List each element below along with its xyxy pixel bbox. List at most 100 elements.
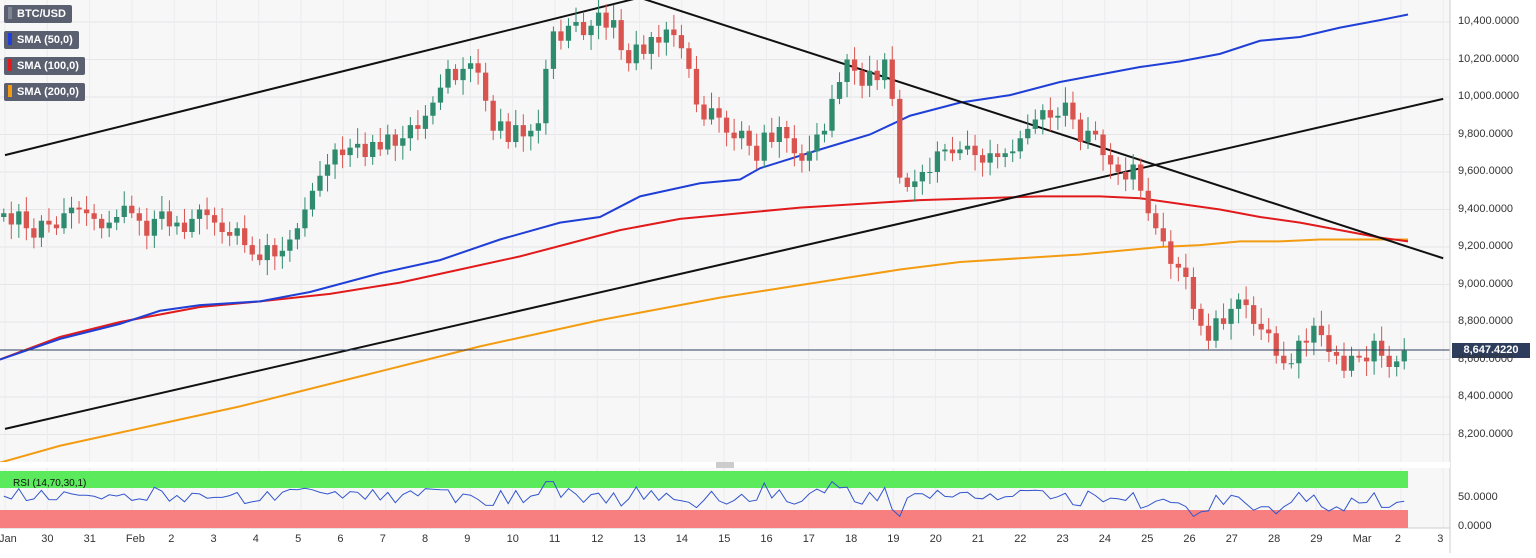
x-tick-label: 18	[845, 533, 858, 545]
candle-body	[1356, 355, 1362, 358]
candle-body	[1251, 305, 1257, 324]
candle-body	[618, 20, 624, 51]
candle-body	[641, 44, 647, 54]
candle-body	[490, 100, 496, 131]
candle-body	[1296, 340, 1302, 364]
candle-body	[294, 228, 301, 240]
indicator-label-0[interactable]: BTC/USD	[4, 5, 72, 23]
candle-body	[603, 12, 609, 28]
x-tick-label: Jan	[0, 533, 17, 545]
x-tick-label: 2	[1394, 533, 1402, 545]
candle-body	[671, 29, 677, 36]
candle-body	[1002, 153, 1008, 157]
candle-body	[1394, 361, 1400, 367]
candle-body	[972, 145, 978, 156]
candle-body	[799, 153, 805, 161]
candle-body	[1055, 115, 1061, 118]
y-tick-label: 8,800.0000	[1458, 315, 1514, 327]
candle-body	[68, 207, 75, 214]
candle-body	[1371, 340, 1377, 362]
candle-body	[588, 25, 594, 36]
candle-body	[339, 149, 346, 156]
candle-body	[814, 134, 820, 152]
indicator-text: BTC/USD	[17, 8, 66, 20]
candle-body	[317, 175, 323, 191]
indicator-label-1[interactable]: SMA (50,0)	[4, 31, 79, 49]
x-tick-label: 9	[464, 533, 471, 545]
pane-resize-handle[interactable]	[716, 462, 734, 468]
candle-body	[279, 250, 285, 257]
candles	[1, 0, 1407, 379]
candle-body	[754, 145, 760, 161]
candle-body	[1123, 172, 1129, 180]
candle-body	[53, 224, 60, 229]
candle-body	[505, 121, 511, 142]
candle-body	[159, 211, 165, 219]
candle-body	[829, 98, 835, 131]
candle-body	[1010, 151, 1016, 154]
candle-body	[136, 213, 142, 221]
indicator-swatch	[8, 59, 12, 71]
trend-lines	[4, 0, 1444, 430]
rsi-y-tick-label: 50.0000	[1458, 491, 1498, 503]
candle-body	[1228, 308, 1234, 324]
candle-body	[806, 151, 813, 161]
candle-body	[912, 181, 918, 187]
candle-body	[1183, 267, 1189, 277]
candle-body	[1318, 325, 1325, 336]
candle-body	[1333, 352, 1340, 356]
candle-body	[821, 130, 828, 135]
candle-body	[309, 190, 316, 210]
candle-body	[415, 125, 421, 129]
sma-lines	[0, 13, 1409, 464]
candle-body	[1107, 155, 1114, 165]
candle-body	[987, 153, 993, 163]
y-tick-label: 8,400.0000	[1458, 390, 1514, 402]
candle-body	[61, 213, 67, 229]
candle-body	[8, 213, 14, 225]
x-tick-label: 31	[83, 533, 96, 545]
y-tick-label: 10,200.0000	[1458, 52, 1520, 65]
candle-body	[174, 222, 180, 227]
y-tick-label: 9,400.0000	[1458, 202, 1514, 215]
candle-body	[76, 207, 82, 210]
candle-body	[242, 228, 248, 246]
y-tick-label: 9,000.0000	[1458, 277, 1514, 290]
candle-body	[475, 63, 481, 73]
candle-body	[1145, 190, 1151, 214]
candle-body	[151, 218, 157, 236]
candle-body	[851, 59, 858, 71]
candle-body	[1213, 318, 1219, 341]
candle-body	[392, 134, 398, 146]
candle-body	[761, 132, 767, 161]
candle-body	[535, 123, 541, 131]
candle-body	[626, 50, 632, 64]
candle-body	[385, 134, 391, 150]
candle-body	[1258, 323, 1264, 330]
candle-body	[452, 68, 459, 81]
candle-body	[904, 177, 910, 187]
x-tick-label: 10	[506, 533, 519, 545]
rsi-line	[3, 480, 1405, 518]
candle-body	[1348, 355, 1355, 371]
candle-body	[437, 87, 444, 103]
candle-body	[355, 143, 361, 148]
candle-body	[513, 125, 519, 142]
indicator-label-2[interactable]: SMA (100,0)	[4, 57, 85, 75]
x-tick-label: 15	[718, 533, 731, 545]
x-tick-label: 6	[337, 533, 344, 545]
indicator-swatch	[8, 7, 12, 19]
candle-body	[769, 132, 775, 142]
candle-body	[106, 222, 112, 229]
x-tick-label: 17	[802, 533, 815, 545]
candle-body	[1273, 333, 1279, 356]
candle-body	[528, 130, 534, 137]
x-tick-label: 20	[929, 533, 942, 545]
indicator-label-3[interactable]: SMA (200,0)	[4, 83, 85, 101]
candle-body	[686, 48, 692, 69]
candle-body	[874, 70, 880, 81]
x-tick-label: 3	[1437, 533, 1444, 545]
candle-body	[995, 153, 1001, 157]
